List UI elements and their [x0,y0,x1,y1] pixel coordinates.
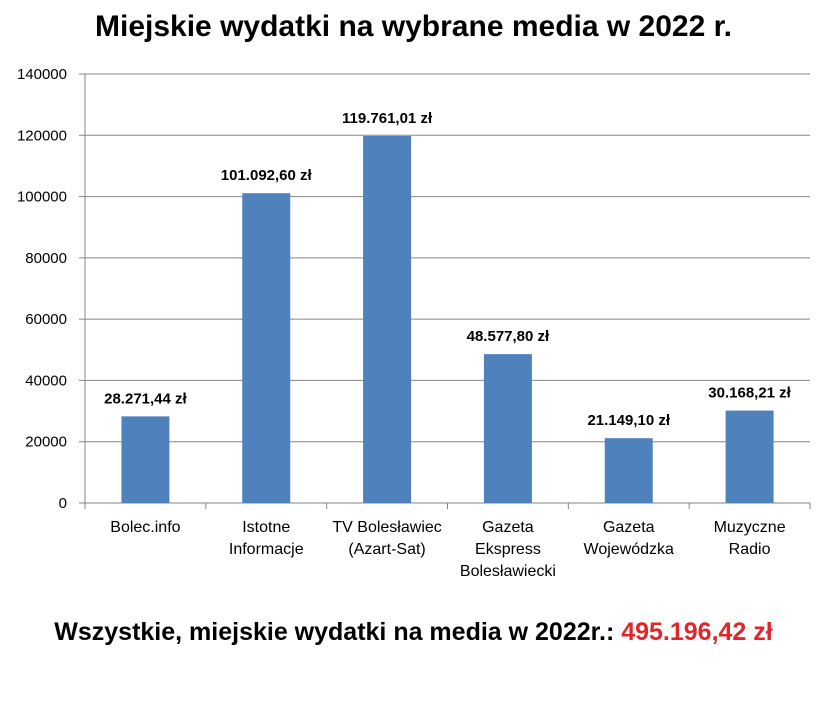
bar [604,438,653,503]
x-tick-label: Ekspress [475,541,541,558]
x-tick-label: Muzyczne [714,519,786,536]
y-tick-label: 120000 [17,127,67,144]
bar-chart: 28.271,44 zł 101.092,60 zł 119.761,01 zł 48… [17,66,811,580]
y-tick-label: 40000 [25,372,67,389]
data-label: 30.168,21 zł [708,385,791,402]
x-tick-label: Bolesławiecki [460,563,556,580]
x-tick-label: Istotne [242,519,290,536]
y-tick-label: 20000 [25,434,67,451]
x-tick-label: Wojewódzka [584,541,675,558]
data-label: 101.092,60 zł [221,167,313,184]
y-tick-label: 0 [59,495,67,512]
x-tick-label: Informacje [229,541,304,558]
y-tick-label: 80000 [25,250,67,267]
bar [483,354,532,503]
grid-lines [85,73,810,443]
data-label: 21.149,10 zł [587,412,670,429]
total-label: Wszystkie, miejskie wydatki na media w 2… [54,618,615,646]
x-tick-labels: Bolec.info Istotne Informacje TV Bolesławie… [110,519,785,580]
x-tick-label: (Azart-Sat) [348,541,425,558]
data-label: 28.271,44 zł [104,390,187,407]
bars [121,136,774,503]
x-tick-label: Radio [729,541,771,558]
total-value: 495.196,42 zł [621,618,773,646]
bar [121,416,170,503]
x-tick-label: Bolec.info [110,519,180,536]
y-tick-labels: 0 20000 40000 60000 80000 100000 120000 140000 [17,66,67,512]
bar [242,193,291,503]
y-tick-label: 60000 [25,311,67,328]
x-tick-label: TV Bolesławiec [332,519,441,536]
data-label: 48.577,80 zł [467,328,550,345]
data-labels: 28.271,44 zł 101.092,60 zł 119.761,01 zł 48… [104,110,792,429]
y-tick-label: 100000 [17,189,67,206]
bar [363,136,412,503]
x-tick-label: Gazeta [603,519,655,536]
bar [725,410,774,503]
x-tick-label: Gazeta [482,519,534,536]
total-summary: Wszystkie, miejskie wydatki na media w 2… [0,618,827,647]
chart-title: Miejskie wydatki na wybrane media w 2022… [95,10,732,43]
data-label: 119.761,01 zł [342,110,433,127]
axes [79,73,811,509]
y-tick-label: 140000 [17,66,67,83]
